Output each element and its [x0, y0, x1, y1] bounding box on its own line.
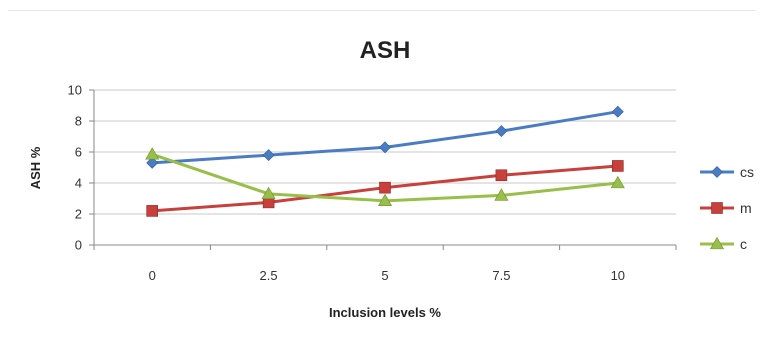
data-point-m-7.5 — [495, 169, 508, 182]
series-line-cs — [152, 110, 619, 165]
x-tick-label-2.5: 2.5 — [260, 268, 278, 283]
x-tick-label-0: 0 — [149, 268, 156, 283]
data-point-cs-10 — [611, 105, 624, 118]
data-point-c-2.5 — [261, 186, 276, 200]
x-tick-label-7.5: 7.5 — [492, 268, 510, 283]
data-point-c-5 — [377, 193, 393, 206]
data-point-c-7.5 — [494, 188, 509, 201]
legend-item-c: c — [700, 236, 747, 252]
series-group — [145, 105, 625, 217]
x-tick-label-10: 10 — [611, 268, 625, 283]
legend-item-cs: cs — [700, 164, 754, 180]
data-point-m-0 — [146, 205, 158, 217]
x-tick-label-5: 5 — [381, 268, 388, 283]
y-axis-label: ASH % — [28, 146, 43, 189]
legend-marker-cs — [711, 166, 723, 178]
data-point-cs-7.5 — [495, 125, 508, 137]
axes — [89, 89, 677, 250]
data-point-c-10 — [610, 175, 625, 189]
data-point-cs-2.5 — [262, 149, 275, 162]
data-point-m-10 — [611, 160, 624, 172]
legend-item-m: m — [700, 200, 752, 216]
y-tick-label-0: 0 — [75, 238, 82, 253]
data-point-cs-5 — [379, 141, 391, 154]
y-tick-label-10: 10 — [68, 83, 82, 98]
chart-frame — [8, 10, 755, 332]
series-cs — [146, 105, 624, 169]
legend-marker-m — [711, 202, 723, 214]
y-tick-label-8: 8 — [75, 114, 82, 129]
y-tick-label-2: 2 — [75, 207, 82, 222]
series-m — [146, 160, 624, 217]
series-c — [145, 147, 625, 206]
y-tick-label-6: 6 — [75, 145, 82, 160]
legend-marker-c — [709, 236, 725, 250]
legend-label-c: c — [740, 236, 747, 252]
y-tick-labels: 0 2 4 6 8 10 — [68, 83, 82, 253]
data-point-cs-0 — [146, 156, 159, 169]
x-axis-label: Inclusion levels % — [329, 305, 441, 320]
x-tick-labels: 0 2.5 5 7.5 10 — [149, 268, 625, 283]
legend-label-m: m — [740, 200, 752, 216]
data-point-c-0 — [145, 147, 160, 160]
data-point-m-5 — [379, 181, 391, 194]
gridlines — [94, 89, 676, 215]
chart-title: ASH — [360, 37, 411, 64]
legend-label-cs: cs — [740, 164, 754, 180]
y-tick-label-4: 4 — [75, 176, 82, 191]
legend: cs m c — [700, 164, 754, 252]
